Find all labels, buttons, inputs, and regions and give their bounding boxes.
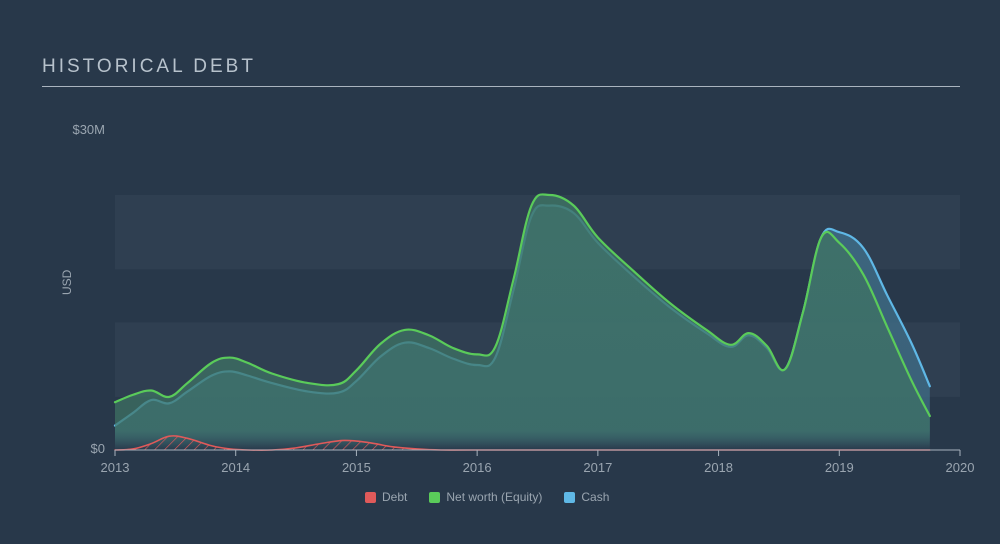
y-tick-label: $0: [45, 441, 105, 456]
x-tick-label: 2014: [206, 460, 266, 475]
legend-item: Net worth (Equity): [429, 490, 542, 504]
x-tick-label: 2015: [326, 460, 386, 475]
legend-item: Cash: [564, 490, 609, 504]
legend-swatch: [564, 492, 575, 503]
legend-label: Net worth (Equity): [446, 490, 542, 504]
legend-swatch: [365, 492, 376, 503]
legend-label: Debt: [382, 490, 407, 504]
x-tick-label: 2013: [85, 460, 145, 475]
y-tick-label: $30M: [45, 122, 105, 137]
x-tick-label: 2016: [447, 460, 507, 475]
chart-root: HISTORICAL DEBT USD $0$30M 2013201420152…: [0, 0, 1000, 544]
x-tick-label: 2019: [809, 460, 869, 475]
x-tick-label: 2018: [689, 460, 749, 475]
x-tick-label: 2017: [568, 460, 628, 475]
legend-label: Cash: [581, 490, 609, 504]
legend-item: Debt: [365, 490, 407, 504]
legend: Debt Net worth (Equity) Cash: [365, 490, 609, 504]
legend-swatch: [429, 492, 440, 503]
x-tick-label: 2020: [930, 460, 990, 475]
